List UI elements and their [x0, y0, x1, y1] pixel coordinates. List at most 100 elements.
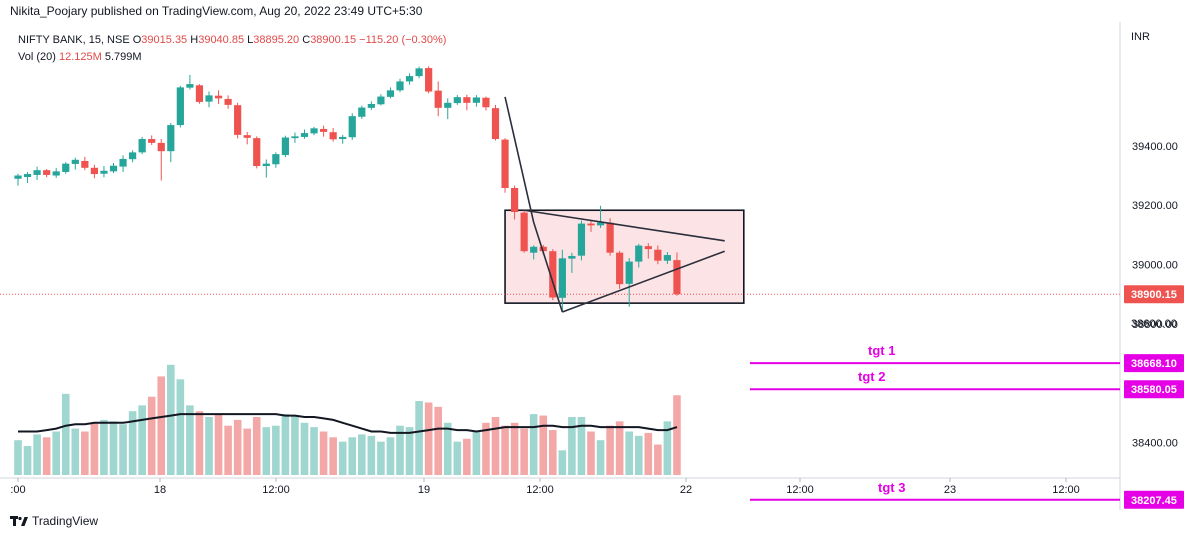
candle-body: [52, 171, 60, 176]
time-tick-label: 12:00: [786, 484, 814, 496]
volume-bar: [138, 405, 146, 475]
open-label: O: [132, 34, 142, 46]
time-tick-label: 12:00: [526, 484, 554, 496]
time-tick-label: 12:00: [1052, 484, 1080, 496]
volume-bar: [186, 405, 194, 475]
trend-line[interactable]: [562, 250, 725, 313]
volume-bar: [568, 417, 576, 475]
candle-body: [129, 152, 137, 160]
candle-body: [625, 261, 633, 284]
tradingview-footer[interactable]: TradingView: [10, 512, 98, 530]
price-chart[interactable]: tgt 1 tgt 2 tgt 3 39400.00 39200.00 39000.00 3…: [0, 22, 1200, 510]
volume-bar: [119, 424, 127, 475]
publish-header: Nikita_Poojary published on TradingView.…: [0, 0, 1200, 22]
candle-body: [272, 154, 280, 165]
volume-bar: [147, 396, 156, 475]
candle-body: [472, 97, 480, 103]
volume-bar: [214, 414, 223, 475]
volume-bar: [61, 393, 70, 475]
high-label: H: [190, 34, 199, 46]
volume-bar: [195, 411, 204, 475]
volume-bar: [377, 441, 385, 475]
volume-bar: [281, 414, 290, 475]
volume-bar: [71, 428, 80, 475]
volume-bar: [52, 431, 60, 475]
price-tick-label: 39000.00: [1132, 260, 1178, 272]
trend-line[interactable]: [532, 222, 564, 313]
volume-bar: [463, 438, 471, 475]
candle-body: [205, 95, 213, 102]
target-label-1: tgt 1: [868, 343, 895, 358]
candle-body: [281, 137, 289, 156]
candle-body: [568, 255, 576, 259]
volume-bar: [262, 427, 271, 475]
volume-bar: [634, 435, 643, 475]
volume-bar: [453, 441, 462, 475]
volume-bar: [157, 376, 166, 475]
volume-bar: [252, 417, 261, 475]
trend-line[interactable]: [504, 96, 535, 223]
candle-body: [549, 251, 557, 298]
target-price-tag-1: [1124, 354, 1184, 373]
candle-body: [348, 116, 356, 138]
volume-bar: [434, 406, 442, 475]
volume-bar: [644, 432, 653, 475]
volume-bar: [558, 450, 567, 475]
volume-bar: [128, 411, 137, 475]
candle-body: [434, 90, 442, 108]
candle-body: [405, 76, 414, 82]
volume-label: Vol (20): [18, 51, 56, 63]
open-value: 39015.35: [141, 34, 188, 46]
volume-bar: [654, 444, 662, 475]
close-value: 38900.15: [310, 34, 357, 46]
candle-body: [663, 255, 671, 261]
candle-body: [214, 95, 223, 99]
candle-body: [539, 246, 547, 252]
volume-value: 12.125M: [58, 51, 102, 63]
target-price-tag-label-2: 38580.05: [1131, 384, 1177, 396]
volume-bar: [673, 395, 681, 475]
candle-body: [148, 139, 156, 143]
volume-bar: [42, 437, 51, 475]
volume-bar: [100, 419, 108, 475]
volume-bar: [329, 437, 337, 475]
volume-bar: [587, 431, 595, 475]
volume-bar: [367, 435, 376, 475]
candle-body: [558, 258, 566, 298]
volume-bar: [319, 431, 328, 475]
candle-body: [109, 165, 118, 172]
candle-body: [654, 249, 662, 261]
volume-bar: [482, 422, 490, 475]
candle-body: [62, 163, 70, 172]
candle-body: [415, 68, 423, 77]
candle-body: [195, 85, 204, 102]
candle-body: [291, 136, 299, 139]
candle-body: [377, 96, 385, 105]
volume-bar: [415, 401, 423, 475]
candle-body: [71, 159, 79, 164]
candle-body: [463, 97, 471, 103]
volume-bar: [615, 421, 624, 475]
volume-bar: [529, 414, 538, 475]
candle-body: [367, 103, 375, 108]
volume-bar: [596, 440, 605, 475]
volume-bar: [348, 437, 357, 475]
candle-body: [491, 108, 500, 140]
candle-body: [425, 68, 433, 92]
candle-body: [262, 163, 270, 167]
candle-body: [119, 158, 127, 167]
target-label-3: tgt 3: [878, 480, 905, 495]
volume-bar: [625, 431, 633, 475]
trend-line[interactable]: [524, 209, 725, 242]
volume-bar: [81, 431, 89, 475]
time-tick-label: 12:00: [262, 484, 290, 496]
volume-legend-row: Vol (20) 12.125M 5.799M: [18, 49, 446, 66]
volume-bar: [176, 379, 185, 475]
price-tick-label: 39200.00: [1132, 200, 1178, 212]
volume-bar: [291, 415, 299, 475]
volume-bar: [33, 434, 41, 475]
volume-bar: [14, 440, 22, 475]
volume-bar: [491, 417, 500, 475]
candle-body: [501, 139, 509, 188]
volume-bar: [501, 425, 509, 475]
